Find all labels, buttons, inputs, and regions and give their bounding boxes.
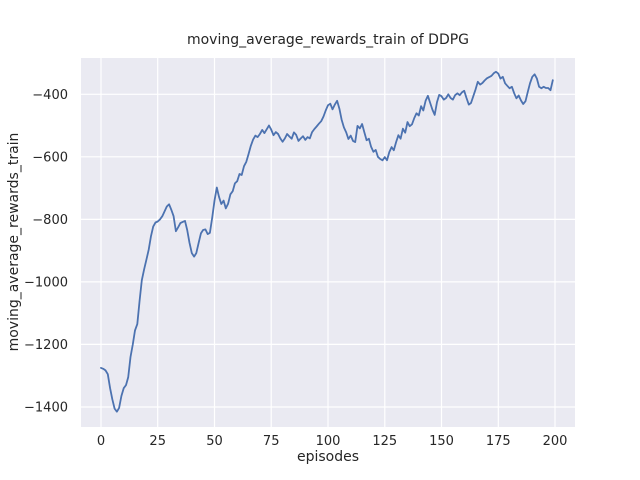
x-axis-label: episodes xyxy=(297,449,359,465)
x-tick-label: 200 xyxy=(543,434,568,449)
x-tick-label: 175 xyxy=(486,434,511,449)
y-tick-label: −800 xyxy=(32,213,68,228)
x-tick-label: 100 xyxy=(316,434,341,449)
series-line-ddpg xyxy=(100,70,554,413)
y-tick-label: −1400 xyxy=(24,401,68,416)
series-group xyxy=(100,70,554,413)
tick-labels-group: 0 25 50 75 100 125 150 175 200 −400 −600 −800 −1000 −… xyxy=(24,88,567,449)
x-tick-label: 75 xyxy=(263,434,280,449)
y-axis-label: moving_average_rewards_train xyxy=(6,133,22,352)
x-tick-label: 125 xyxy=(372,434,397,449)
x-tick-label: 150 xyxy=(429,434,454,449)
chart-title: moving_average_rewards_train of DDPG xyxy=(187,32,469,48)
x-tick-label: 0 xyxy=(97,434,105,449)
x-tick-label: 50 xyxy=(206,434,223,449)
gridlines-group xyxy=(81,58,575,427)
y-tick-label: −1000 xyxy=(24,275,68,290)
x-tick-label: 25 xyxy=(149,434,166,449)
y-tick-label: −1200 xyxy=(24,338,68,353)
y-tick-label: −400 xyxy=(32,88,68,103)
y-tick-label: −600 xyxy=(32,150,68,165)
